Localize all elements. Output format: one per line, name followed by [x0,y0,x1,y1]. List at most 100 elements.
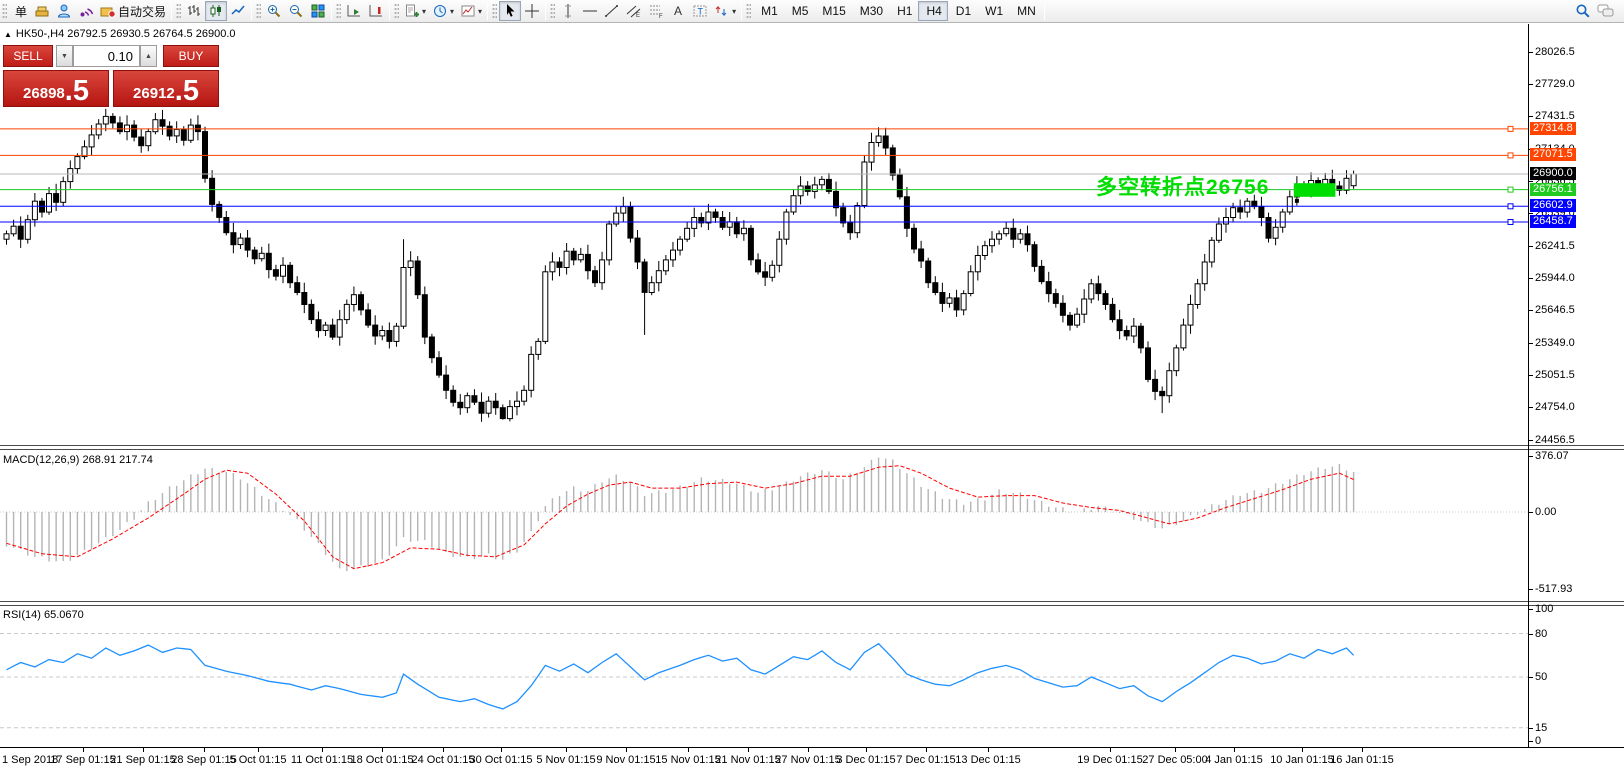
axis-tick [1529,213,1533,214]
chart-shift-icon[interactable] [365,1,387,21]
price-line-label[interactable]: 27314.8 [1530,122,1576,135]
line-handle[interactable] [1507,203,1514,210]
candle [116,122,123,133]
hline-icon[interactable] [579,1,601,21]
candle [840,207,847,224]
sell-button[interactable]: SELL [3,45,53,67]
search-icon[interactable] [1572,1,1594,21]
time-tick [258,748,259,752]
volume-decrease-button[interactable]: ▼ [56,45,73,67]
chevron-down-icon[interactable]: ▾ [450,6,455,16]
line-handle[interactable] [1507,219,1514,225]
annotation-text[interactable]: 多空转折点26756 [1096,176,1270,199]
axis-tick [1529,677,1533,678]
price-line-label[interactable]: 26458.7 [1530,215,1576,228]
profile-icon[interactable] [53,1,75,21]
price-axis[interactable]: 28026.527729.027431.527134.026836.526539… [1528,24,1624,747]
tf-m5-button[interactable]: M5 [784,1,815,21]
candle [790,195,797,213]
indicators-icon[interactable]: ▾ [401,1,429,21]
candle [1102,293,1109,306]
rsi-panel[interactable] [0,606,1528,747]
axis-tick [1529,512,1533,513]
tf-mn-button[interactable]: MN [1009,1,1042,21]
time-tick [1175,748,1176,752]
tf-h4-button[interactable]: H4 [918,1,948,21]
panel-separator[interactable] [0,601,1624,606]
sell-price-box[interactable]: 26898.5 [3,70,109,107]
tf-w1-button[interactable]: W1 [977,1,1009,21]
time-tick-label: 1 Sep 2018 [2,754,59,766]
main-chart[interactable] [0,24,1528,445]
price-line-label[interactable]: 26602.9 [1530,199,1576,212]
toolbar-grip[interactable] [336,3,342,19]
toolbar-grip[interactable] [746,3,752,19]
tf-m1-button[interactable]: M1 [753,1,784,21]
signals-icon[interactable] [75,1,97,21]
autotrading-icon[interactable]: 自动交易 [97,1,169,21]
line-handle[interactable] [1507,152,1514,159]
chevron-down-icon[interactable]: ▾ [732,6,737,16]
price-line-label[interactable]: 27071.5 [1530,148,1576,161]
templates-icon[interactable]: ▾ [457,1,485,21]
time-axis[interactable]: 1 Sep 2018 17 Sep 01:15 21 Sep 01:15 28 Sep… [0,747,1624,771]
candle [946,297,953,304]
highlight-rectangle[interactable] [1293,183,1336,197]
chart-region[interactable]: 28026.527729.027431.527134.026836.526539… [0,24,1624,771]
toolbar-grip[interactable] [550,3,556,19]
line-handle[interactable] [1507,186,1514,193]
toolbar-grip[interactable] [2,3,7,19]
buy-button[interactable]: BUY [163,45,219,67]
candle [308,303,315,321]
candle [216,203,223,218]
tf-h1-button[interactable]: H1 [889,1,918,21]
new-order-icon[interactable]: 单 [9,1,31,21]
toolbar-grip[interactable] [492,3,498,19]
toolbar-grip[interactable] [394,3,400,19]
cursor-icon[interactable] [499,1,522,21]
buy-price-box[interactable]: 26912.5 [113,70,219,107]
current-price-label[interactable]: 26900.0 [1530,167,1576,180]
crosshair-icon[interactable] [521,1,543,21]
accounts-icon[interactable] [31,1,53,21]
time-tick [748,748,749,752]
vline-icon[interactable] [557,1,579,21]
tf-m30-button[interactable]: M30 [852,1,889,21]
toolbar-grip[interactable] [256,3,262,19]
chevron-down-icon[interactable]: ▾ [478,6,483,16]
collapse-icon[interactable]: ▲ [4,30,12,39]
candle [428,336,435,359]
bars-icon[interactable] [183,1,205,21]
volume-input[interactable] [73,45,140,67]
text-icon[interactable]: A [667,1,689,21]
time-tick [1302,748,1303,752]
macd-panel[interactable] [0,450,1528,601]
tf-m15-button[interactable]: M15 [814,1,851,21]
toolbar-grip[interactable] [176,3,182,19]
channel-icon[interactable]: E [623,1,645,21]
candle [705,211,712,224]
fibonacci-icon[interactable]: F [645,1,667,21]
tile-windows-icon[interactable] [307,1,329,21]
zoom-out-icon[interactable] [285,1,307,21]
volume-increase-button[interactable]: ▲ [140,45,157,67]
periods-icon[interactable]: ▾ [429,1,457,21]
trendline-icon[interactable] [601,1,623,21]
rectangle-handle[interactable] [1294,198,1299,203]
panel-separator[interactable] [0,445,1624,450]
text-label-icon[interactable]: T [689,1,711,21]
zoom-in-icon[interactable] [263,1,285,21]
candle [1003,227,1010,235]
line-icon[interactable] [227,1,249,21]
chat-icon[interactable] [1594,1,1618,21]
candle [804,185,811,192]
tf-d1-button[interactable]: D1 [948,1,977,21]
price-line-label[interactable]: 26756.1 [1530,183,1576,196]
arrows-icon[interactable]: ▾ [711,1,739,21]
candles-icon[interactable] [205,1,228,21]
chevron-down-icon[interactable]: ▾ [422,6,427,16]
candle [1223,217,1229,225]
candle [95,123,102,136]
line-handle[interactable] [1507,125,1514,132]
auto-scroll-icon[interactable] [343,1,365,21]
